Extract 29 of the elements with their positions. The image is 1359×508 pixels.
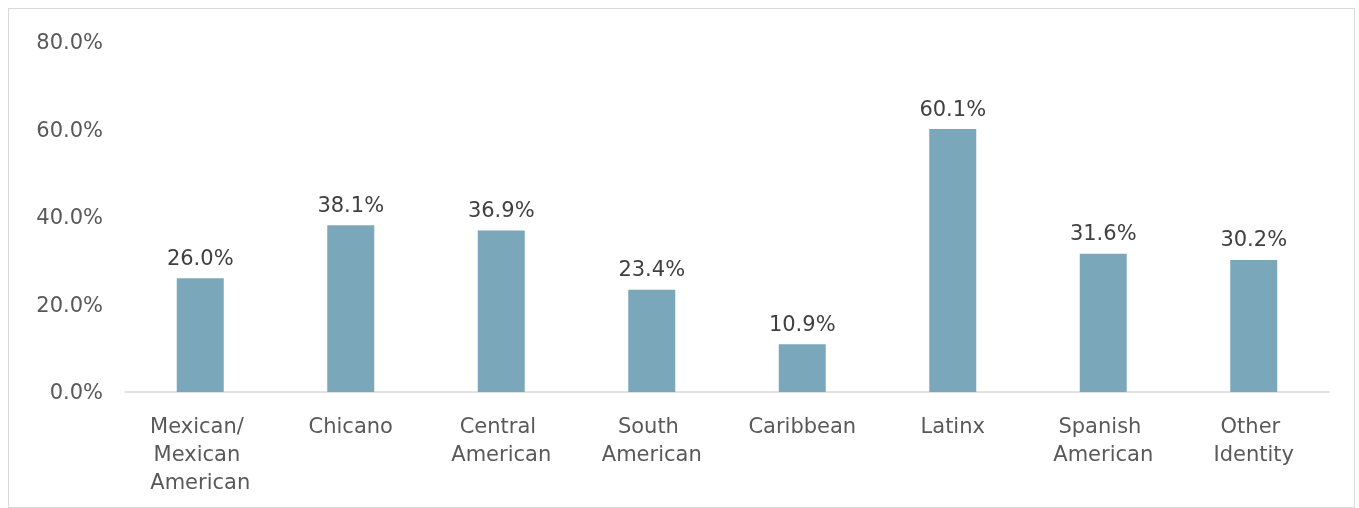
- bar: [1079, 253, 1127, 392]
- data-label: 23.4%: [618, 257, 686, 282]
- y-tick-label: 80.0%: [36, 30, 103, 54]
- bar: [477, 230, 525, 392]
- y-tick-label: 20.0%: [36, 292, 103, 317]
- x-tick-label: Chicano: [308, 414, 393, 438]
- bar: [628, 289, 676, 392]
- data-label: 36.9%: [467, 198, 535, 223]
- y-tick-label: 0.0%: [49, 380, 103, 404]
- x-tick-label: Latinx: [920, 414, 985, 438]
- x-tick-label: Caribbean: [748, 414, 857, 438]
- bar: [929, 129, 977, 392]
- bar: [327, 225, 375, 392]
- data-label: 10.9%: [768, 311, 836, 336]
- x-tick-label: South American: [601, 414, 702, 466]
- bar: [778, 344, 826, 392]
- x-tick-label: Central American: [451, 414, 552, 466]
- y-tick-label: 40.0%: [36, 205, 103, 229]
- data-label: 30.2%: [1220, 227, 1288, 252]
- y-tick-label: 60.0%: [36, 117, 103, 142]
- data-label: 60.1%: [919, 96, 987, 121]
- data-label: 38.1%: [317, 192, 385, 217]
- x-tick-label: Spanish American: [1053, 414, 1154, 466]
- bar: [1230, 259, 1278, 392]
- data-label: 26.0%: [166, 245, 234, 270]
- x-tick-label: Mexican/ Mexican American: [150, 414, 251, 494]
- data-label: 31.6%: [1069, 221, 1137, 246]
- x-tick-label: Other Identity: [1213, 414, 1294, 466]
- bar: [176, 278, 224, 392]
